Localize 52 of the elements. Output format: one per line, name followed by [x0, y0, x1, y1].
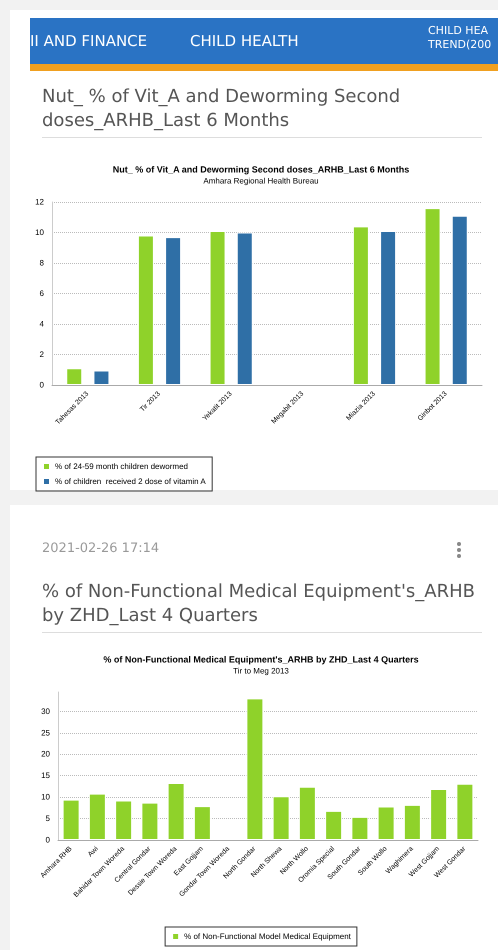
bar	[352, 226, 369, 385]
y-tick-label: 0	[46, 836, 51, 844]
bar	[93, 370, 110, 385]
bar	[66, 368, 82, 385]
bar	[298, 786, 316, 840]
bar	[141, 802, 158, 840]
chart-title: % of Non-Functional Medical Equipment's_ARHB by ZHD_Last 4 Quarters	[103, 654, 419, 664]
chart-title: Nut_ % of Vit_A and Deworming Second doses_ARHB_Last 6 Months	[112, 164, 410, 174]
legend-label: % of 24-59 month children dewormed	[55, 462, 188, 471]
y-tick-label: 15	[41, 771, 51, 780]
legend-label: % of Non-Functional Model Medical Equipment	[184, 932, 352, 941]
y-tick-label: 20	[41, 750, 51, 759]
y-tick-label: 4	[40, 320, 45, 328]
legend-label: % of children received 2 dose of vitamin A	[55, 477, 206, 486]
bar	[380, 230, 396, 385]
y-tick-label: 12	[35, 198, 45, 206]
text: CHILD HEALTH	[190, 32, 299, 50]
y-tick-label: 5	[46, 814, 51, 824]
y-tick-label: 2	[40, 350, 45, 359]
bar	[165, 237, 182, 385]
text: II AND FINANCE	[30, 32, 148, 50]
bar	[404, 804, 421, 840]
bar	[115, 800, 132, 840]
chart-subtitle: Tir to Meg 2013	[233, 666, 290, 676]
bar	[88, 794, 106, 840]
bar	[168, 782, 185, 840]
bar	[325, 810, 342, 840]
y-tick-label: 30	[41, 706, 51, 716]
bar	[378, 806, 395, 840]
bar	[424, 208, 441, 385]
bar	[236, 232, 253, 385]
bar	[246, 698, 264, 840]
bar	[272, 796, 290, 840]
text: % of Non-Functional Medical Equipment's_ARHB by ZHD_Last 4 Quarters	[42, 580, 482, 633]
chart-subtitle: Amhara Regional Health Bureau	[203, 176, 319, 186]
bar	[62, 800, 80, 840]
bar	[194, 806, 211, 840]
text: Nut_ % of Vit_A and Deworming Second doses_ARHB_Last 6 Months	[42, 85, 482, 138]
y-tick-label: 25	[41, 728, 51, 738]
y-tick-label: 6	[40, 289, 45, 298]
bar	[452, 216, 468, 385]
bar	[430, 788, 448, 840]
y-tick-label: 10	[41, 792, 51, 802]
bar	[351, 816, 368, 840]
bar	[456, 784, 474, 840]
text: 2021-02-26 17:14	[42, 541, 160, 556]
bar	[210, 230, 226, 385]
y-tick-label: 10	[35, 228, 45, 237]
bar	[138, 236, 154, 385]
y-tick-label: 8	[40, 258, 45, 268]
text: CHILD HEA TREND(200	[428, 24, 492, 52]
y-tick-label: 0	[40, 380, 45, 390]
